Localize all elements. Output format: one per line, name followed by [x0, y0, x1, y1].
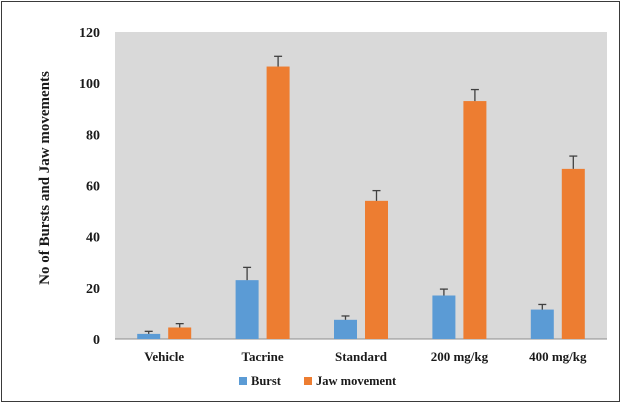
x-tick-label: Vehicle	[144, 349, 184, 364]
y-tick-label: 60	[86, 180, 100, 195]
plot-background	[115, 32, 607, 339]
bar-jaw-movement	[266, 66, 290, 339]
legend: Burst Jaw movement	[239, 374, 397, 388]
y-tick-label: 80	[86, 128, 100, 143]
y-tick-label: 0	[93, 333, 100, 348]
legend-swatch	[304, 377, 312, 385]
y-axis-label: No of Bursts and Jaw movements	[37, 71, 53, 285]
legend-label: Burst	[251, 374, 282, 388]
bar-jaw-movement	[365, 200, 388, 339]
y-tick-labels: 0 20 40 60 80 100 120	[79, 26, 100, 348]
y-tick-label: 120	[79, 26, 100, 41]
y-tick-label: 40	[86, 231, 100, 246]
x-tick-label: Tacrine	[242, 349, 284, 364]
bar-jaw-movement	[463, 101, 487, 339]
bar-chart: No of Bursts and Jaw movements 0 20 40 60 80…	[37, 26, 607, 388]
bars	[137, 66, 585, 339]
error-bars	[144, 55, 578, 334]
x-tick-label: Standard	[335, 349, 388, 364]
x-tick-labels: Vehicle Tacrine Standard 200 mg/kg 400 mg/kg	[144, 349, 587, 364]
y-tick-label: 100	[79, 77, 100, 92]
legend-label: Jaw movement	[316, 374, 397, 388]
bar-burst	[235, 280, 259, 339]
bar-jaw-movement	[561, 168, 585, 339]
bar-jaw-movement	[168, 327, 192, 339]
x-tick-label: 400 mg/kg	[529, 349, 587, 364]
bar-burst	[137, 333, 161, 339]
x-tick-label: 200 mg/kg	[431, 349, 489, 364]
bar-burst	[432, 295, 456, 339]
y-tick-label: 20	[86, 282, 100, 297]
legend-swatch	[239, 377, 247, 385]
bar-burst	[530, 309, 554, 339]
chart-frame: No of Bursts and Jaw movements 0 20 40 60 80…	[1, 1, 620, 402]
bar-burst	[334, 319, 357, 339]
